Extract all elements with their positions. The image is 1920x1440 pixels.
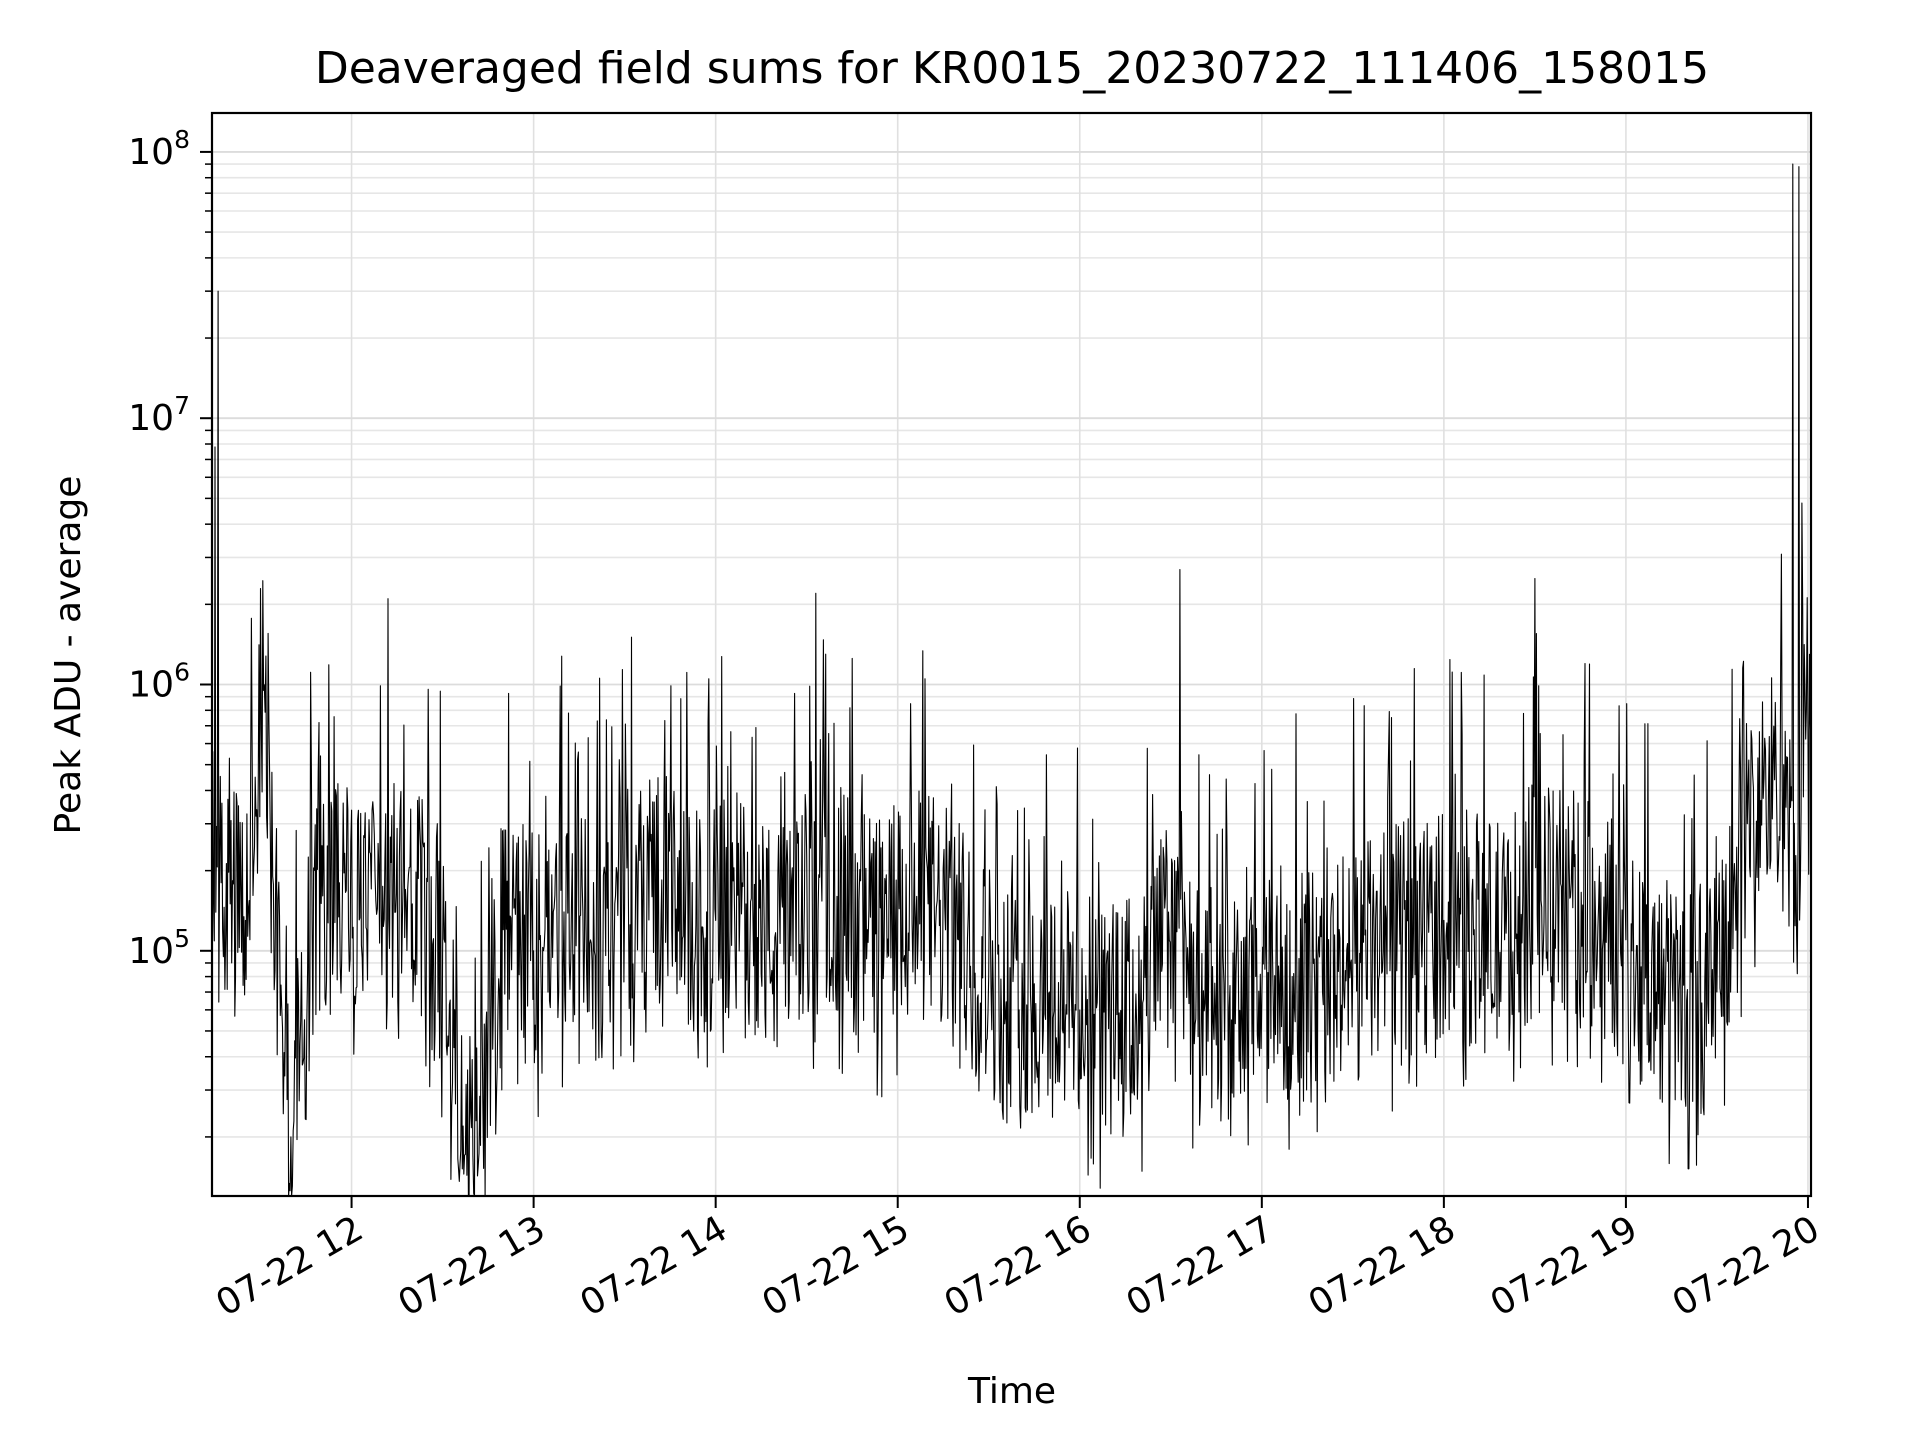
y-axis-ticks: 105 106 107 108	[128, 125, 212, 972]
x-tick-label: 07-22 18	[1302, 1208, 1463, 1324]
x-tick-label: 07-22 16	[938, 1208, 1099, 1324]
y-tick-label: 107	[128, 391, 190, 439]
y-tick-label: 108	[128, 125, 190, 173]
y-tick-label: 105	[128, 924, 190, 972]
x-axis-ticks: 07-22 12 07-22 13 07-22 14 07-22 15 07-22 16…	[209, 1196, 1826, 1325]
series-line	[211, 163, 1812, 1197]
chart-title: Deaveraged field sums for KR0015_2023072…	[315, 43, 1709, 94]
x-tick-label: 07-22 14	[573, 1208, 734, 1324]
x-tick-label: 07-22 19	[1484, 1208, 1645, 1324]
plot-area	[210, 111, 1813, 1198]
x-tick-label: 07-22 12	[209, 1208, 370, 1324]
y-tick-label: 106	[128, 657, 190, 705]
y-axis-label: Peak ADU - average	[48, 476, 89, 835]
x-tick-label: 07-22 13	[391, 1208, 552, 1324]
x-tick-label: 07-22 20	[1666, 1208, 1827, 1324]
x-tick-label: 07-22 17	[1120, 1208, 1281, 1324]
x-tick-label: 07-22 15	[756, 1208, 917, 1324]
x-axis-label: Time	[967, 1371, 1056, 1412]
